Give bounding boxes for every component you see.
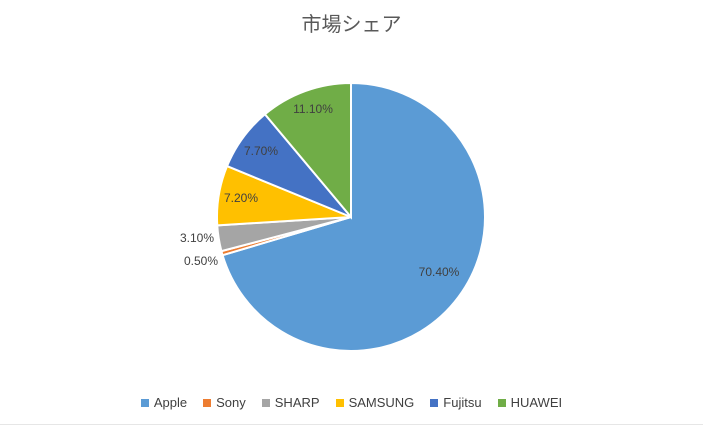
legend-swatch (430, 398, 439, 407)
data-label-huawei: 11.10% (293, 102, 333, 116)
legend-label: SAMSUNG (348, 395, 415, 410)
pie-slice-huawei (263, 81, 352, 220)
legend-item-fujitsu: Fujitsu (430, 395, 482, 410)
legend-label: HUAWEI (510, 395, 563, 410)
legend-swatch (203, 398, 212, 407)
legend-label: Fujitsu (443, 395, 482, 410)
data-label-sony: 0.50% (184, 254, 218, 268)
legend-item-huawei: HUAWEI (497, 395, 563, 410)
legend-swatch (497, 398, 506, 407)
legend: Apple Sony SHARP SAMSUNG Fujitsu HUAWEI (0, 395, 703, 410)
data-label-apple: 70.40% (419, 265, 460, 279)
legend-item-sharp: SHARP (261, 395, 320, 410)
legend-swatch (140, 398, 149, 407)
legend-label: SHARP (274, 395, 320, 410)
pie-slice-apple (221, 81, 486, 352)
data-label-samsung: 7.20% (224, 191, 258, 205)
chart-title: 市場シェア (301, 12, 402, 36)
legend-label: Apple (153, 395, 188, 410)
data-label-fujitsu: 7.70% (244, 144, 278, 158)
data-label-sharp: 3.10% (180, 231, 214, 245)
legend-label: Sony (216, 395, 246, 410)
legend-item-apple: Apple (140, 395, 188, 410)
legend-swatch (261, 398, 270, 407)
bottom-divider (0, 424, 703, 425)
legend-swatch (335, 398, 344, 407)
legend-item-samsung: SAMSUNG (335, 395, 415, 410)
legend-item-sony: Sony (203, 395, 246, 410)
